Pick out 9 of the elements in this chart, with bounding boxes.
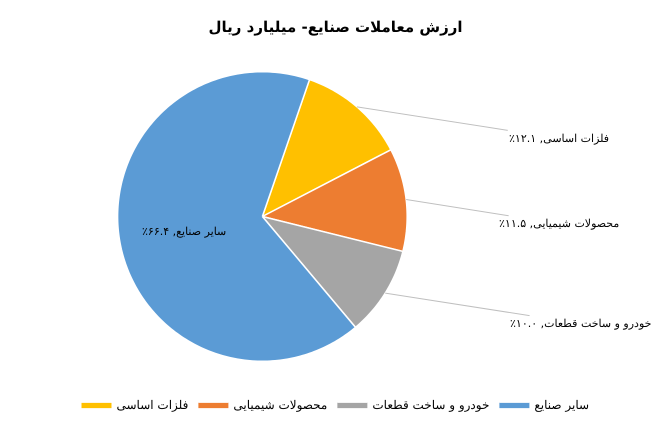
data-label: محصولات شیمیایی, ۱۱.۵٪ xyxy=(499,217,620,230)
data-label: فلزات اساسی, ۱۲.۱٪ xyxy=(509,132,610,145)
chart-title: ارزش معاملات صنایع- میلیارد ریال xyxy=(208,18,463,36)
legend-label: محصولات شیمیایی xyxy=(233,398,328,412)
legend-label: فلزات اساسی xyxy=(116,398,188,412)
legend-label: سایر صنایع xyxy=(534,398,590,412)
data-label: سایر صنایع, ۶۶.۴٪ xyxy=(142,225,226,238)
data-label: خودرو و ساخت قطعات, ۱۰.۰٪ xyxy=(510,317,652,330)
legend-label: خودرو و ساخت قطعات xyxy=(372,398,490,412)
